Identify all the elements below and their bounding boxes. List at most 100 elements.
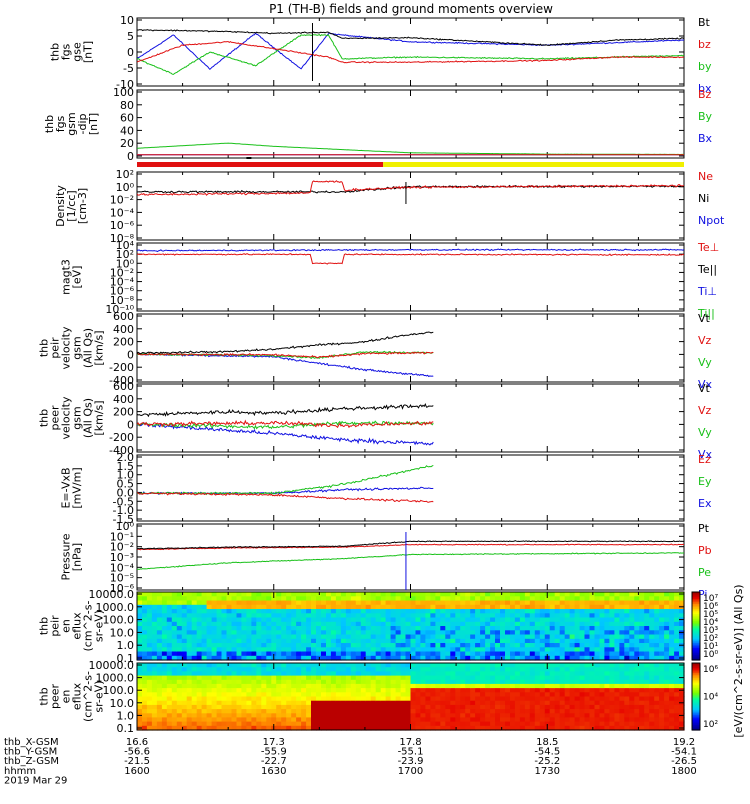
spec-cell xyxy=(470,676,476,681)
spec-cell xyxy=(440,592,446,597)
spec-cell xyxy=(674,722,680,727)
spec-cell xyxy=(381,592,387,597)
spec-cell xyxy=(545,688,551,693)
spec-cell xyxy=(475,652,481,657)
spec-cell xyxy=(276,663,282,668)
spec-cell xyxy=(301,605,307,610)
spec-cell xyxy=(425,639,431,644)
spec-cell xyxy=(470,667,476,672)
spec-cell xyxy=(435,639,441,644)
spec-cell xyxy=(634,688,640,693)
spec-cell xyxy=(555,647,561,652)
spec-cell xyxy=(197,722,203,727)
spec-cell xyxy=(530,613,536,618)
colorbar-tick: 10⁶ xyxy=(703,665,718,675)
spec-cell xyxy=(341,647,347,652)
spec-cell xyxy=(515,605,521,610)
spec-cell xyxy=(465,622,471,627)
spec-cell xyxy=(590,592,596,597)
spec-cell xyxy=(425,643,431,648)
spec-cell xyxy=(560,622,566,627)
spec-cell xyxy=(585,713,591,718)
ytick-label: -200 xyxy=(109,431,134,444)
spec-cell xyxy=(182,643,188,648)
spec-cell xyxy=(256,605,262,610)
spec-cell xyxy=(575,635,581,640)
spec-cell xyxy=(157,652,163,657)
ytick-label: 0 xyxy=(127,418,134,431)
spec-cell xyxy=(495,643,501,648)
spec-cell xyxy=(261,713,267,718)
spec-cell xyxy=(634,713,640,718)
spec-cell xyxy=(172,697,178,702)
spec-cell xyxy=(271,688,277,693)
spec-cell xyxy=(560,709,566,714)
spec-cell xyxy=(669,701,675,706)
spec-cell xyxy=(560,692,566,697)
spec-cell xyxy=(435,717,441,722)
spec-cell xyxy=(585,697,591,702)
spec-cell xyxy=(634,618,640,623)
spec-cell xyxy=(455,680,461,685)
spec-cell xyxy=(281,635,287,640)
spec-cell xyxy=(331,630,337,635)
spec-cell xyxy=(396,697,402,702)
spec-cell xyxy=(261,692,267,697)
spec-cell xyxy=(401,671,407,676)
spec-cell xyxy=(455,717,461,722)
spec-cell xyxy=(281,601,287,606)
spec-cell xyxy=(634,697,640,702)
spec-cell xyxy=(604,671,610,676)
panel-4: 10⁴10²10⁰10⁻²10⁻⁴10⁻⁶10⁻⁸10⁻¹⁰magt3[eV]T… xyxy=(60,239,720,320)
spec-cell xyxy=(560,626,566,631)
spec-cell xyxy=(232,676,238,681)
spec-cell xyxy=(232,601,238,606)
spec-cell xyxy=(500,601,506,606)
spec-cell xyxy=(450,605,456,610)
series-Vx xyxy=(137,354,433,377)
spec-cell xyxy=(485,676,491,681)
panel-frame xyxy=(137,384,684,452)
spec-cell xyxy=(187,626,193,631)
spec-cell xyxy=(276,592,282,597)
spec-cell xyxy=(609,639,615,644)
spec-cell xyxy=(256,626,262,631)
spec-cell xyxy=(167,709,173,714)
spec-cell xyxy=(351,622,357,627)
spec-cell xyxy=(585,605,591,610)
spec-cell xyxy=(217,635,223,640)
spec-cell xyxy=(609,688,615,693)
spec-cell xyxy=(475,622,481,627)
spec-cell xyxy=(281,630,287,635)
spec-cell xyxy=(500,592,506,597)
spec-cell xyxy=(152,697,158,702)
spec-cell xyxy=(351,709,357,714)
spec-cell xyxy=(560,713,566,718)
spec-cell xyxy=(540,626,546,631)
spec-cell xyxy=(271,609,277,614)
spec-cell xyxy=(425,609,431,614)
spec-cell xyxy=(614,643,620,648)
spec-cell xyxy=(430,697,436,702)
spec-cell xyxy=(634,643,640,648)
spec-cell xyxy=(624,630,630,635)
spec-cell xyxy=(182,613,188,618)
spec-cell xyxy=(356,635,362,640)
spec-cell xyxy=(674,613,680,618)
spec-cell xyxy=(535,626,541,631)
spec-cell xyxy=(232,647,238,652)
spec-cell xyxy=(177,635,183,640)
spec-cell xyxy=(301,667,307,672)
spec-cell xyxy=(381,667,387,672)
spec-cell xyxy=(644,596,650,601)
spec-cell xyxy=(251,639,257,644)
spec-cell xyxy=(450,676,456,681)
spec-cell xyxy=(540,643,546,648)
spec-cell xyxy=(411,705,417,710)
spec-cell xyxy=(212,639,218,644)
spec-cell xyxy=(162,688,168,693)
spec-cell xyxy=(455,643,461,648)
spec-cell xyxy=(177,709,183,714)
spec-cell xyxy=(614,609,620,614)
spec-cell xyxy=(425,722,431,727)
